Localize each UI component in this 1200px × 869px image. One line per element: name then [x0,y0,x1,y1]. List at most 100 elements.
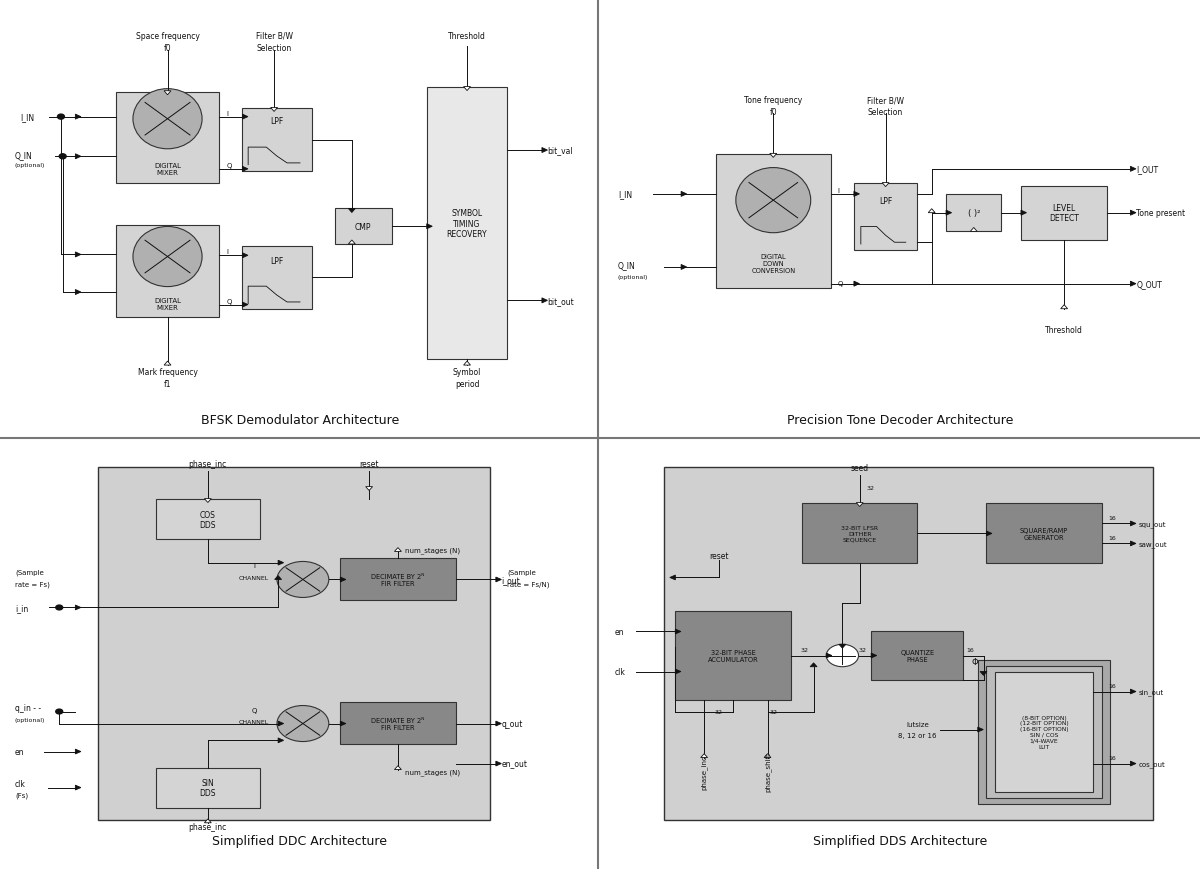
Polygon shape [1061,305,1068,309]
Text: Symbol: Symbol [452,368,481,376]
Text: 16: 16 [1108,683,1116,688]
Bar [341,702,456,745]
Text: (optional): (optional) [14,717,46,722]
Text: 16: 16 [966,647,974,653]
Text: f1: f1 [163,380,172,389]
Text: 32: 32 [858,647,866,653]
Text: phase_inc: phase_inc [701,754,708,789]
Polygon shape [242,254,248,258]
Bar [427,89,508,360]
Polygon shape [1130,541,1136,547]
Text: 32-BIT PHASE
ACCUMULATOR: 32-BIT PHASE ACCUMULATOR [708,649,758,662]
Text: QUANTIZE
PHASE: QUANTIZE PHASE [900,649,935,662]
Bar [156,500,259,540]
Polygon shape [341,577,346,582]
Polygon shape [278,561,283,566]
Text: num_stages (N): num_stages (N) [404,768,460,775]
Text: (optional): (optional) [14,163,46,168]
Polygon shape [1130,689,1136,694]
Text: 32-BIT LFSR
DITHER
SEQUENCE: 32-BIT LFSR DITHER SEQUENCE [841,526,878,542]
Text: Tone present: Tone present [1136,209,1186,218]
Text: I: I [227,249,228,255]
Polygon shape [271,109,277,112]
Bar [242,247,312,309]
Text: period: period [455,380,479,389]
Polygon shape [980,672,986,675]
Bar [676,612,791,700]
Text: num_stages (N): num_stages (N) [404,547,460,554]
Text: Simplified DDC Architecture: Simplified DDC Architecture [212,834,388,847]
Text: Threshold: Threshold [1045,326,1084,335]
Polygon shape [676,629,680,634]
Text: bit_val: bit_val [547,146,574,156]
Text: Q_IN: Q_IN [14,150,32,160]
Text: Filter B/W: Filter B/W [868,96,904,105]
Bar [1021,186,1108,241]
Text: CMP: CMP [355,222,372,231]
Text: i_out: i_out [502,575,521,584]
Bar [664,468,1153,819]
Text: Precision Tone Decoder Architecture: Precision Tone Decoder Architecture [787,414,1013,427]
Text: DIGITAL
MIXER: DIGITAL MIXER [154,298,181,311]
Bar [715,155,830,289]
Polygon shape [882,183,889,188]
Text: I_IN: I_IN [618,190,632,199]
Text: sin_out: sin_out [1139,688,1164,695]
Bar [978,660,1110,804]
Polygon shape [348,241,355,245]
Polygon shape [164,91,170,96]
Text: 32: 32 [800,647,809,653]
Bar [854,184,917,251]
Text: Threshold: Threshold [448,31,486,41]
Polygon shape [275,576,282,580]
Polygon shape [348,209,355,213]
Text: bit_out: bit_out [547,296,575,306]
Polygon shape [395,548,401,552]
Text: i_in: i_in [14,603,28,613]
Polygon shape [366,487,372,491]
Polygon shape [854,192,859,197]
Polygon shape [770,154,776,158]
Text: CHANNEL: CHANNEL [239,720,269,724]
Text: BFSK Demodulator Architecture: BFSK Demodulator Architecture [200,414,400,427]
Text: rate = Fs/N): rate = Fs/N) [508,580,550,587]
Ellipse shape [277,706,329,741]
Text: DECIMATE BY 2ᴺ
FIR FILTER: DECIMATE BY 2ᴺ FIR FILTER [371,717,425,730]
Text: Mark frequency: Mark frequency [138,368,198,376]
Text: squ_out: squ_out [1139,521,1166,527]
Polygon shape [542,149,547,153]
Ellipse shape [277,561,329,598]
Text: f0: f0 [769,108,778,117]
Text: Q: Q [251,706,257,713]
Polygon shape [427,224,432,229]
Text: (Sample: (Sample [14,568,43,575]
Text: Simplified DDS Architecture: Simplified DDS Architecture [812,834,988,847]
Bar [242,109,312,172]
Text: 16: 16 [1108,535,1116,541]
Text: en: en [14,747,24,756]
Text: q_in - -: q_in - - [14,703,41,713]
Polygon shape [463,88,470,91]
Polygon shape [1130,167,1136,172]
Polygon shape [496,721,502,726]
Polygon shape [242,115,248,120]
Text: COS
DDS: COS DDS [199,510,216,529]
Text: en: en [614,627,624,636]
Circle shape [58,115,65,120]
Polygon shape [242,167,248,172]
Text: LPF: LPF [270,117,283,126]
Text: reset: reset [359,460,379,468]
Text: LPF: LPF [270,257,283,266]
Polygon shape [278,721,283,726]
Text: Φ: Φ [972,657,978,667]
Text: DIGITAL
DOWN
CONVERSION: DIGITAL DOWN CONVERSION [751,254,796,274]
Polygon shape [1021,211,1026,216]
Polygon shape [946,211,952,216]
Text: cos_out: cos_out [1139,760,1165,767]
Polygon shape [278,738,283,743]
Text: I: I [253,563,254,569]
Text: (Sample: (Sample [508,568,536,575]
Text: (optional): (optional) [618,275,648,279]
Text: (Fs): (Fs) [14,792,28,798]
Text: seed: seed [851,463,869,473]
